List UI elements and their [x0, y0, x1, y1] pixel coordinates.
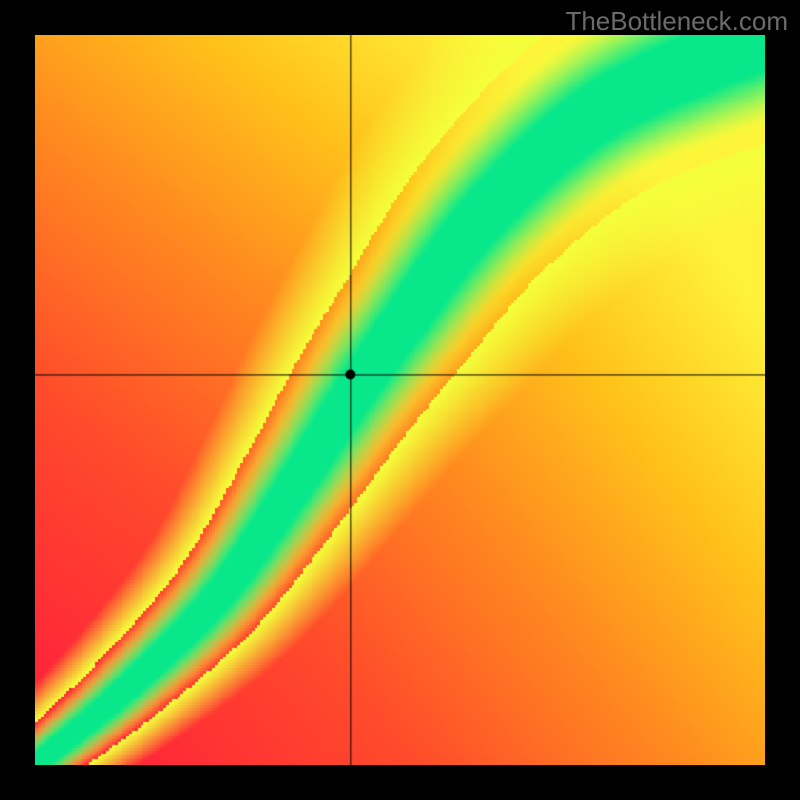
chart-container: TheBottleneck.com: [0, 0, 800, 800]
bottleneck-heatmap: [35, 35, 765, 765]
watermark-text: TheBottleneck.com: [565, 6, 788, 37]
